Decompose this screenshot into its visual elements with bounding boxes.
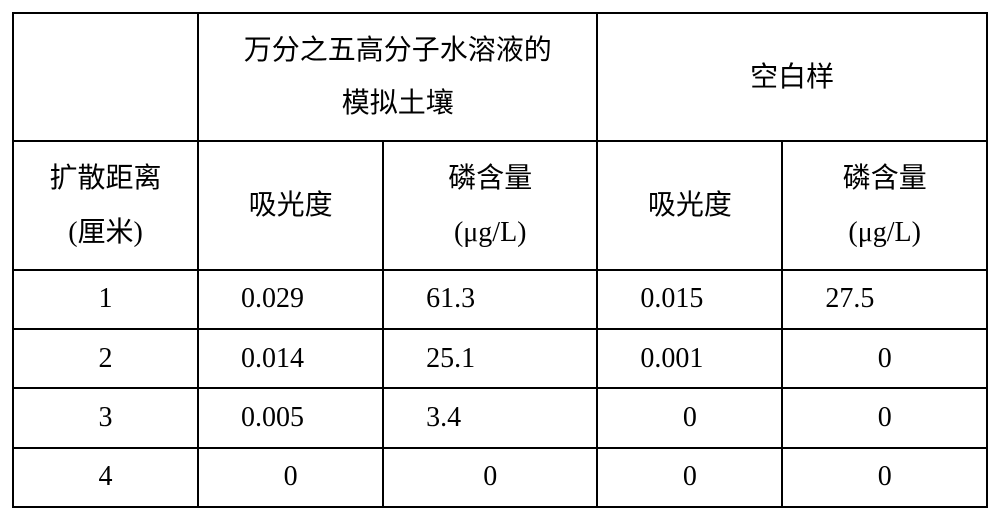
- col0-line1: 扩散距离: [50, 163, 162, 194]
- cell-dist: 1: [13, 270, 198, 329]
- cell-abs2: 0.015: [597, 270, 782, 329]
- header-group2: 空白样: [750, 62, 834, 93]
- table-header-row-1: 万分之五高分子水溶液的 模拟土壤 空白样: [13, 13, 987, 141]
- cell-abs1: 0.005: [198, 388, 383, 447]
- header-group-polymer: 万分之五高分子水溶液的 模拟土壤: [198, 13, 597, 141]
- col-header-p-1: 磷含量 (μg/L): [383, 141, 597, 269]
- col-abs-1: 吸光度: [249, 190, 333, 221]
- col-p-line2-a: (μg/L): [454, 217, 527, 248]
- header-blank-cell: [13, 13, 198, 141]
- col-p-line1-b: 磷含量: [843, 163, 927, 194]
- cell-abs2: 0: [597, 448, 782, 507]
- col-p-line2-b: (μg/L): [848, 217, 921, 248]
- cell-p2: 0: [782, 448, 987, 507]
- header-group-blank-sample: 空白样: [597, 13, 987, 141]
- col-abs-2: 吸光度: [648, 190, 732, 221]
- col0-line2: (厘米): [68, 217, 143, 248]
- cell-abs1: 0.029: [198, 270, 383, 329]
- col-header-distance: 扩散距离 (厘米): [13, 141, 198, 269]
- table-header-row-2: 扩散距离 (厘米) 吸光度 磷含量 (μg/L) 吸光度 磷含量 (μg/L): [13, 141, 987, 269]
- cell-dist: 3: [13, 388, 198, 447]
- cell-abs2: 0: [597, 388, 782, 447]
- col-header-p-2: 磷含量 (μg/L): [782, 141, 987, 269]
- header-group1-line2: 模拟土壤: [342, 88, 454, 119]
- cell-abs1: 0: [198, 448, 383, 507]
- table-row: 2 0.014 25.1 0.001 0: [13, 329, 987, 388]
- cell-p2: 0: [782, 329, 987, 388]
- data-table: 万分之五高分子水溶液的 模拟土壤 空白样 扩散距离 (厘米) 吸光度 磷含量 (…: [12, 12, 988, 508]
- col-header-abs-2: 吸光度: [597, 141, 782, 269]
- cell-abs2: 0.001: [597, 329, 782, 388]
- cell-p1: 61.3: [383, 270, 597, 329]
- cell-abs1: 0.014: [198, 329, 383, 388]
- cell-p2: 0: [782, 388, 987, 447]
- col-p-line1-a: 磷含量: [448, 163, 532, 194]
- table-row: 3 0.005 3.4 0 0: [13, 388, 987, 447]
- col-header-abs-1: 吸光度: [198, 141, 383, 269]
- cell-p1: 3.4: [383, 388, 597, 447]
- table-row: 4 0 0 0 0: [13, 448, 987, 507]
- cell-p1: 0: [383, 448, 597, 507]
- cell-dist: 4: [13, 448, 198, 507]
- cell-p1: 25.1: [383, 329, 597, 388]
- table-row: 1 0.029 61.3 0.015 27.5: [13, 270, 987, 329]
- cell-dist: 2: [13, 329, 198, 388]
- cell-p2: 27.5: [782, 270, 987, 329]
- header-group1-line1: 万分之五高分子水溶液的: [244, 35, 552, 66]
